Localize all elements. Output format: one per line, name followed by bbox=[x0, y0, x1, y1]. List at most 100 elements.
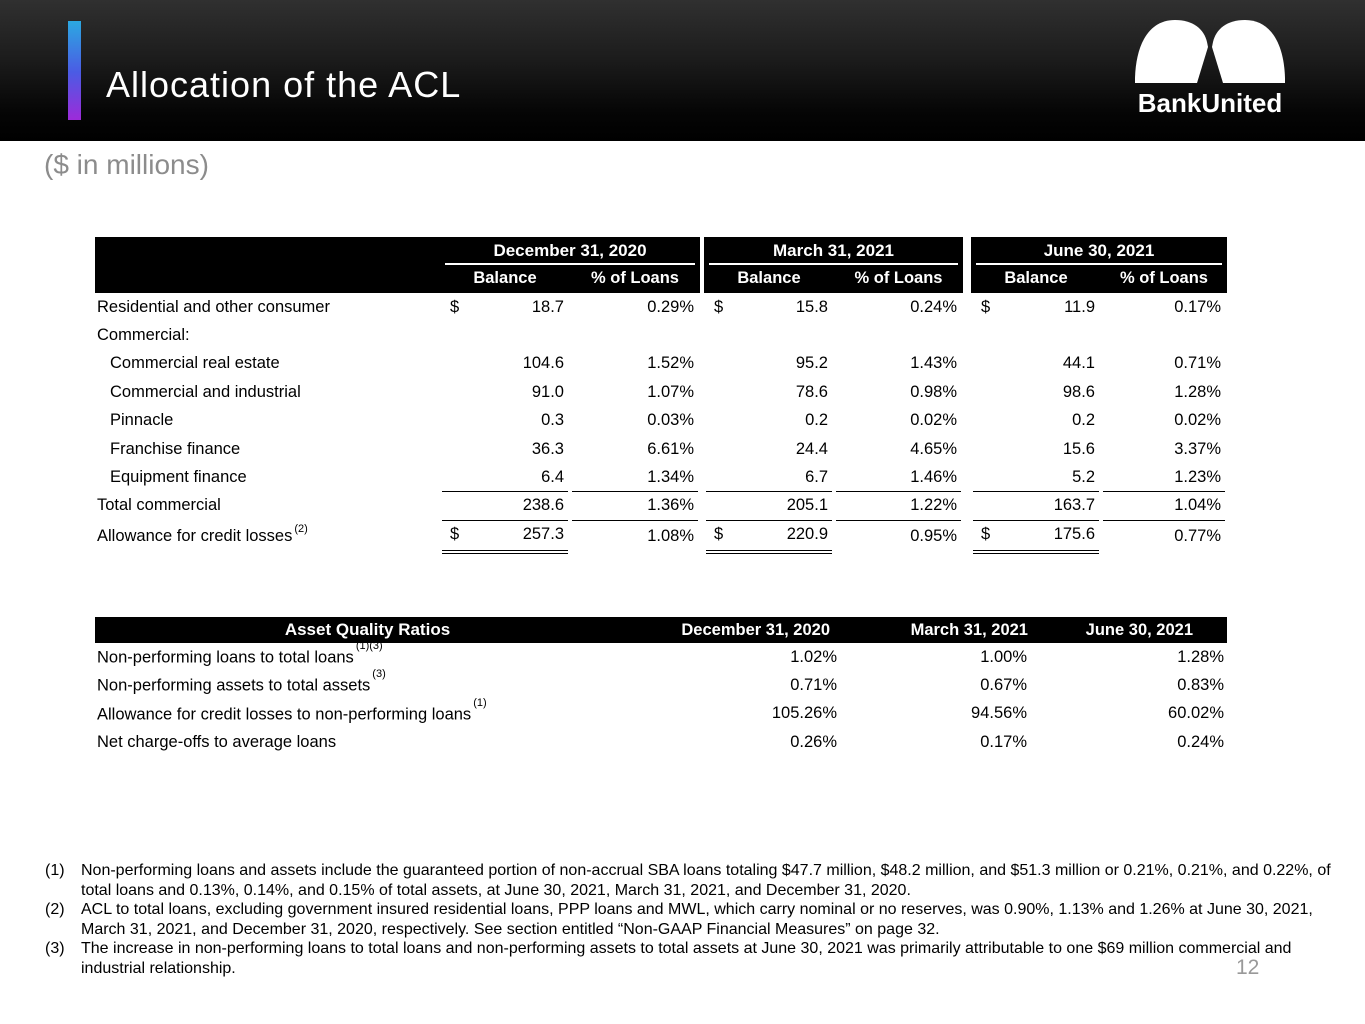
percent-cell: 1.46% bbox=[834, 463, 963, 493]
balance-cell: 5.2 bbox=[971, 463, 1101, 493]
col-jun-2021: June 30, 2021 bbox=[1085, 621, 1193, 639]
table-row: Non-performing loans to total loans(1)(3… bbox=[95, 639, 1227, 671]
footnote-text: The increase in non-performing loans to … bbox=[81, 940, 1292, 977]
header-gap bbox=[963, 265, 971, 293]
balance-cell: 205.1 bbox=[704, 492, 834, 521]
header-gap bbox=[700, 237, 704, 265]
balance-cell: 6.4 bbox=[440, 463, 570, 493]
logo-wordmark: BankUnited bbox=[1137, 88, 1283, 118]
percent-cell: 6.61% bbox=[647, 439, 694, 458]
asset-quality-header-row: Asset Quality Ratios December 31, 2020 M… bbox=[95, 617, 1227, 643]
balance-cell: $175.6 bbox=[971, 520, 1101, 555]
balance-cell: 44.1 bbox=[1062, 354, 1095, 373]
col-group-mar-2021: March 31, 2021 bbox=[704, 237, 963, 265]
col-dec-2020: December 31, 2020 bbox=[681, 621, 830, 639]
footnote-2: (2) ACL to total loans, excluding govern… bbox=[45, 900, 1337, 939]
percent-cell: 0.17% bbox=[1174, 297, 1221, 316]
balance-cell: 0.3 bbox=[541, 411, 564, 430]
balance-header: Balance bbox=[971, 265, 1101, 293]
balance-cell: 24.4 bbox=[795, 439, 828, 458]
footnote-number: (2) bbox=[45, 901, 65, 918]
footnote-ref: (2) bbox=[294, 523, 308, 536]
col-mar-2021: March 31, 2021 bbox=[910, 621, 1028, 639]
ratio-value: 105.26% bbox=[771, 704, 837, 723]
row-label: Commercial real estate bbox=[110, 354, 280, 373]
balance-cell: $18.7 bbox=[450, 297, 564, 316]
header-gap bbox=[700, 265, 704, 293]
table-row: Net charge-offs to average loans 0.26% 0… bbox=[95, 728, 1227, 756]
footnotes: (1) Non-performing loans and assets incl… bbox=[45, 861, 1337, 978]
percent-cell: 4.65% bbox=[910, 439, 957, 458]
balance-cell: 0.2 bbox=[805, 411, 828, 430]
col-group-jun-2021: June 30, 2021 bbox=[971, 237, 1227, 265]
ratio-value: 1.00% bbox=[980, 647, 1027, 666]
percent-cell: 1.22% bbox=[834, 492, 963, 521]
percent-cell: 1.43% bbox=[910, 354, 957, 373]
balance-cell: 163.7 bbox=[971, 492, 1101, 521]
table-row-allowance-total: Allowance for credit losses (2) $257.3 1.… bbox=[95, 520, 1227, 555]
balance-cell: 78.6 bbox=[795, 382, 828, 401]
footnote-text: Non-performing loans and assets include … bbox=[81, 862, 1331, 899]
balance-cell: 95.2 bbox=[795, 354, 828, 373]
table-row: Allowance for credit losses to non-perfo… bbox=[95, 697, 1227, 728]
row-label: Commercial and industrial bbox=[110, 382, 301, 401]
footnote-ref: (1)(3) bbox=[355, 639, 383, 652]
table-row: Equipment finance 6.4 1.34% 6.7 1.46% 5.… bbox=[95, 463, 1227, 493]
acl-table-subheader-row: Balance % of Loans Balance % of Loans Ba… bbox=[95, 265, 1227, 293]
empty-header-cell bbox=[95, 265, 440, 293]
percent-cell: 0.71% bbox=[1174, 354, 1221, 373]
balance-header: Balance bbox=[440, 265, 570, 293]
percent-cell: 1.23% bbox=[1101, 463, 1227, 493]
percent-cell: 0.98% bbox=[910, 382, 957, 401]
col-group-dec-2020: December 31, 2020 bbox=[440, 237, 700, 265]
pct-loans-header: % of Loans bbox=[1101, 265, 1227, 293]
balance-cell: $220.9 bbox=[704, 520, 834, 555]
percent-cell: 1.04% bbox=[1101, 492, 1227, 521]
ratio-value: 94.56% bbox=[971, 704, 1027, 723]
acl-table-date-header-row: December 31, 2020 March 31, 2021 June 30… bbox=[95, 237, 1227, 265]
row-label: Commercial: bbox=[97, 326, 190, 345]
ratio-value: 0.83% bbox=[1177, 676, 1224, 695]
bankunited-logo: BankUnited bbox=[1135, 20, 1285, 119]
percent-cell: 3.37% bbox=[1174, 439, 1221, 458]
percent-cell: 1.52% bbox=[647, 354, 694, 373]
asset-quality-title: Asset Quality Ratios bbox=[284, 620, 451, 639]
percent-cell: 0.95% bbox=[910, 526, 957, 545]
acl-allocation-table: December 31, 2020 March 31, 2021 June 30… bbox=[95, 237, 1227, 555]
balance-cell: 0.2 bbox=[1072, 411, 1095, 430]
row-label: Franchise finance bbox=[110, 439, 241, 458]
row-label: Equipment finance bbox=[110, 468, 247, 487]
bankunited-arches-icon bbox=[1135, 20, 1285, 83]
footnote-text: ACL to total loans, excluding government… bbox=[81, 901, 1313, 938]
row-label: Non-performing assets to total assets(3) bbox=[97, 668, 386, 695]
footnote-number: (3) bbox=[45, 940, 65, 957]
percent-cell: 0.77% bbox=[1174, 526, 1221, 545]
currency-sign: $ bbox=[714, 524, 724, 543]
currency-sign: $ bbox=[714, 297, 724, 316]
row-label: Residential and other consumer bbox=[97, 297, 330, 316]
empty-header-cell bbox=[95, 237, 440, 265]
spacer bbox=[963, 293, 971, 321]
percent-cell: 0.02% bbox=[910, 411, 957, 430]
percent-cell: 1.34% bbox=[570, 463, 700, 493]
row-label: Total commercial bbox=[97, 496, 221, 515]
currency-sign: $ bbox=[450, 297, 460, 316]
units-note: ($ in millions) bbox=[44, 149, 209, 180]
currency-sign: $ bbox=[981, 297, 991, 316]
row-label: Pinnacle bbox=[110, 411, 174, 430]
header-band: Allocation of the ACL BankUnited bbox=[0, 0, 1365, 141]
table-row: Non-performing assets to total assets(3)… bbox=[95, 668, 1227, 699]
pct-loans-header: % of Loans bbox=[570, 265, 700, 293]
balance-cell: 98.6 bbox=[1062, 382, 1095, 401]
table-row: Residential and other consumer $18.7 0.2… bbox=[95, 293, 1227, 321]
page-number: 12 bbox=[1236, 956, 1260, 979]
footnote-ref: (3) bbox=[372, 668, 386, 681]
ratio-value: 0.67% bbox=[980, 676, 1027, 695]
percent-cell: 1.36% bbox=[570, 492, 700, 521]
row-label: Allowance for credit losses (2) bbox=[97, 523, 308, 545]
percent-cell: 0.24% bbox=[910, 297, 957, 316]
currency-sign: $ bbox=[981, 524, 991, 543]
percent-cell: 1.28% bbox=[1174, 382, 1221, 401]
ratio-value: 0.26% bbox=[790, 732, 837, 751]
percent-cell: 0.02% bbox=[1174, 411, 1221, 430]
